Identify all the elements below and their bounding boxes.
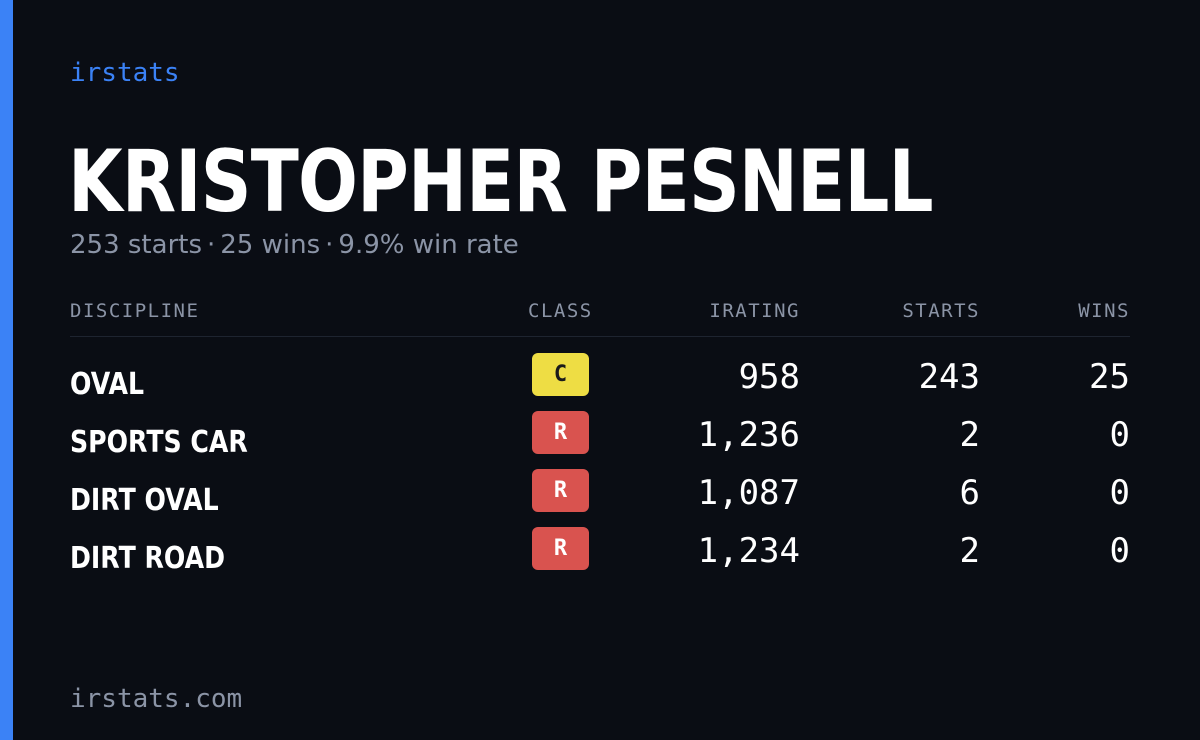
wins-value: 0 [1109,531,1130,571]
starts-value: 2 [959,415,980,455]
header-discipline: DISCIPLINE [70,300,200,322]
header-wins: WINS [1078,300,1130,322]
table-row: DIRT OVAL R 1,087 6 0 [70,469,1130,527]
footer-url: irstats.com [70,684,243,714]
discipline-name: DIRT OVAL [70,483,219,518]
wins-value: 0 [1109,415,1130,455]
brand-logo: irstats [70,58,180,88]
accent-bar [0,0,13,740]
summary-wins: 25 wins [220,230,321,260]
irating-value: 1,087 [697,473,800,513]
starts-value: 2 [959,531,980,571]
table-header: DISCIPLINE CLASS IRATING STARTS WINS [70,296,1130,337]
irating-value: 1,236 [697,415,800,455]
summary-starts: 253 starts [70,230,202,260]
table-row: OVAL C 958 243 25 [70,353,1130,411]
driver-name: KRISTOPHER PESNELL [68,132,934,232]
license-class-badge: R [532,411,589,454]
header-starts: STARTS [902,300,980,322]
starts-value: 6 [959,473,980,513]
discipline-name: DIRT ROAD [70,541,226,576]
summary-win-rate: 9.9% win rate [338,230,519,260]
license-class-badge: C [532,353,589,396]
irating-value: 958 [738,357,800,397]
summary-separator: · [325,230,334,260]
table-row: SPORTS CAR R 1,236 2 0 [70,411,1130,469]
summary-separator: · [207,230,216,260]
header-class: CLASS [528,300,593,322]
license-class-badge: R [532,527,589,570]
header-irating: IRATING [709,300,800,322]
discipline-name: OVAL [70,367,145,402]
license-class-badge: R [532,469,589,512]
wins-value: 0 [1109,473,1130,513]
irating-value: 1,234 [697,531,800,571]
starts-value: 243 [918,357,980,397]
table-row: DIRT ROAD R 1,234 2 0 [70,527,1130,585]
driver-summary: 253 starts · 25 wins · 9.9% win rate [70,227,519,263]
wins-value: 25 [1089,357,1130,397]
discipline-name: SPORTS CAR [70,425,248,460]
discipline-table: DISCIPLINE CLASS IRATING STARTS WINS OVA… [70,296,1130,585]
